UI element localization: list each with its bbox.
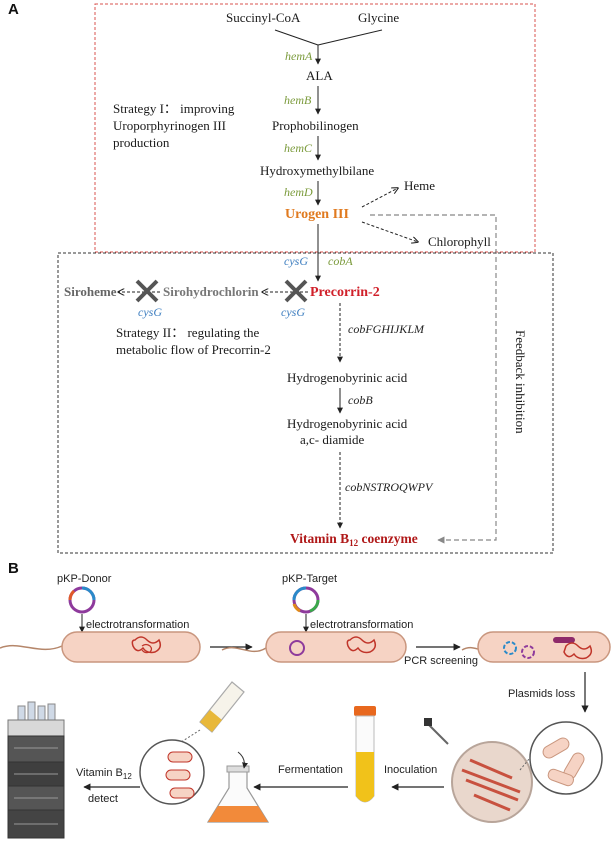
gene-hemD: hemD (284, 185, 313, 199)
strategy-1-box (94, 3, 536, 253)
arrow-to-heme (361, 188, 398, 208)
detect-label-line-1: Vitamin B12 (76, 767, 132, 781)
gene-cysG-right: cysG (281, 305, 305, 319)
hplc-instrument-icon (7, 701, 65, 839)
strategy-2-line-2: metabolic flow of Precorrin-2 (116, 342, 271, 357)
hbad-line-2: a,c- diamide (300, 432, 364, 447)
gene-cobNS: cobNSTROQWPV (345, 480, 434, 494)
chlorophyll-label: Chlorophyll (428, 234, 491, 249)
panel-a-label: A (8, 1, 19, 18)
precorrin-label: Precorrin-2 (310, 285, 380, 300)
gene-cobA: cobA (328, 254, 353, 268)
donor-plasmid-icon (68, 586, 96, 614)
magnified-cells-icon (139, 729, 205, 805)
pbg-label: Prophobilinogen (272, 118, 359, 133)
gene-hemA: hemA (285, 49, 313, 63)
sirohydrochlorin-label: Sirohydrochlorin (163, 284, 259, 299)
pipette-tube-icon (199, 681, 248, 769)
test-tube-icon (354, 706, 376, 803)
glycine-branch (317, 29, 383, 46)
fermentation-label: Fermentation (278, 764, 343, 776)
strategy-2-line-1: Strategy II： regulating the (116, 325, 260, 340)
strategy-1-line-2: Uroporphyrinogen III (113, 118, 226, 133)
urogen-label: Urogen III (285, 207, 349, 222)
gene-hemB: hemB (284, 93, 312, 107)
strategy-1-line-3: production (113, 135, 170, 150)
ala-label: ALA (306, 68, 333, 83)
donor-plasmid-label: pKP-Donor (57, 573, 112, 585)
strategy-2-box (57, 252, 554, 554)
target-plasmid-icon (292, 586, 320, 614)
hmb-label: Hydroxymethylbilane (260, 163, 374, 178)
gene-cobFG: cobFGHIJKLM (348, 322, 425, 336)
gene-hemC: hemC (284, 141, 313, 155)
succinyl-coa-label: Succinyl-CoA (226, 10, 301, 25)
bacterium-icon-3 (461, 631, 611, 663)
bacterium-icon-2 (221, 631, 407, 663)
electrotransformation-1: electrotransformation (86, 619, 189, 631)
hbad-line-1: Hydrogenobyrinic acid (287, 416, 408, 431)
glycine-label: Glycine (358, 10, 399, 25)
succinyl-branch (274, 29, 319, 46)
inoculation-label: Inoculation (384, 764, 437, 776)
gene-cysG-left: cysG (138, 305, 162, 319)
block-x-icon-right (284, 279, 308, 303)
plasmid-loss-label: Plasmids loss (508, 688, 576, 700)
arrow-to-chlorophyll (361, 221, 418, 242)
bacterium-icon-1 (0, 631, 201, 663)
gene-cysG-top: cysG (284, 254, 308, 268)
pcr-screening-label: PCR screening (404, 655, 478, 667)
detect-label-line-2: detect (88, 793, 118, 805)
target-plasmid-label: pKP-Target (282, 573, 337, 585)
siroheme-label: Siroheme (64, 284, 117, 299)
panel-b-label: B (8, 560, 19, 577)
heme-label: Heme (404, 178, 435, 193)
hba-label: Hydrogenobyrinic acid (287, 370, 408, 385)
electrotransformation-2: electrotransformation (310, 619, 413, 631)
block-x-icon-left (135, 279, 159, 303)
gene-cobB: cobB (348, 393, 373, 407)
strategy-1-line-1: Strategy I： improving (113, 101, 235, 116)
flask-icon (206, 765, 270, 823)
feedback-inhibition-arrow (370, 214, 497, 544)
feedback-label: Feedback inhibition (513, 330, 528, 434)
petri-dish-icon (424, 718, 533, 823)
vitamin-product: Vitamin B12 coenzyme (290, 531, 418, 548)
magnified-colony-icon (519, 721, 603, 795)
